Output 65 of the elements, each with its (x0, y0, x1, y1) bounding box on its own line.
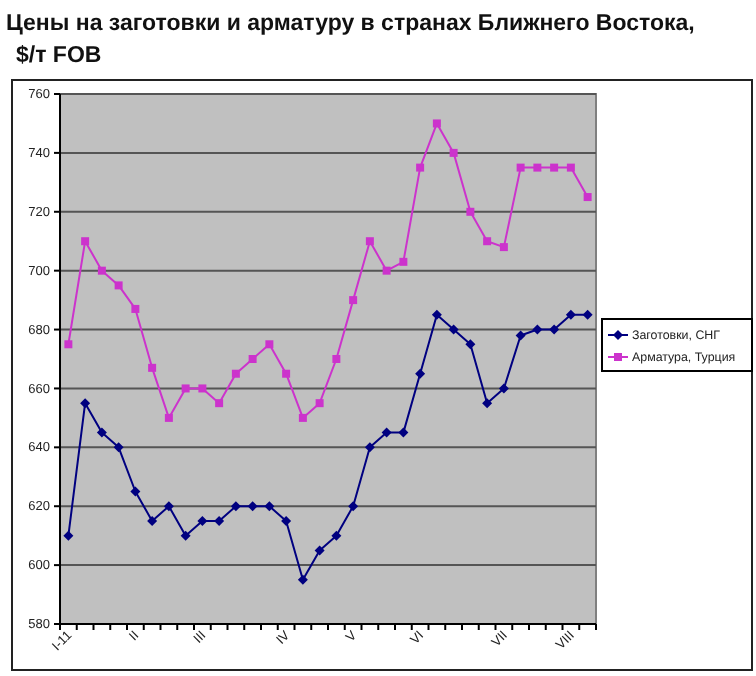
point (532, 324, 543, 335)
point (331, 530, 342, 541)
point (348, 501, 359, 512)
point (399, 257, 408, 266)
point (516, 163, 525, 172)
point (264, 501, 275, 512)
point (364, 442, 375, 453)
point (248, 355, 257, 363)
point (114, 281, 123, 290)
point (332, 355, 341, 363)
point (582, 309, 593, 320)
point (97, 266, 106, 275)
point (431, 309, 442, 320)
point (80, 398, 91, 409)
point (81, 237, 90, 246)
point (298, 413, 307, 422)
point (282, 369, 291, 378)
point (533, 163, 542, 172)
point (566, 163, 575, 172)
point (265, 340, 274, 349)
point (565, 309, 576, 320)
point (448, 324, 459, 335)
point (549, 324, 560, 335)
point (483, 237, 492, 246)
point (515, 330, 526, 341)
point (96, 427, 107, 438)
point (465, 339, 476, 350)
point (281, 515, 292, 526)
point (247, 501, 258, 512)
point (381, 427, 392, 438)
point (382, 266, 391, 275)
point (131, 304, 140, 313)
point (64, 340, 73, 349)
point (398, 427, 409, 438)
point (181, 384, 190, 393)
point (230, 501, 241, 512)
point (231, 369, 240, 378)
point (466, 207, 475, 216)
point (315, 399, 324, 408)
point (197, 515, 208, 526)
point (297, 574, 308, 585)
point (482, 398, 493, 409)
point (550, 163, 559, 172)
point (214, 515, 225, 526)
point (113, 442, 124, 453)
point (198, 384, 207, 393)
point (130, 486, 141, 497)
point (498, 383, 509, 394)
point (415, 368, 426, 379)
point (215, 399, 224, 408)
point (148, 363, 157, 372)
point (365, 237, 374, 246)
point (449, 148, 458, 157)
point (180, 530, 191, 541)
point (416, 163, 425, 172)
point (349, 296, 358, 305)
chart-title: Цены на заготовки и арматуру в странах Ближнего Востока, $/т FOB (6, 12, 695, 68)
point (314, 545, 325, 556)
point (583, 193, 592, 202)
point (63, 530, 74, 541)
point (164, 413, 173, 422)
point (499, 243, 508, 252)
point (432, 119, 441, 128)
point (147, 515, 158, 526)
point (163, 501, 174, 512)
